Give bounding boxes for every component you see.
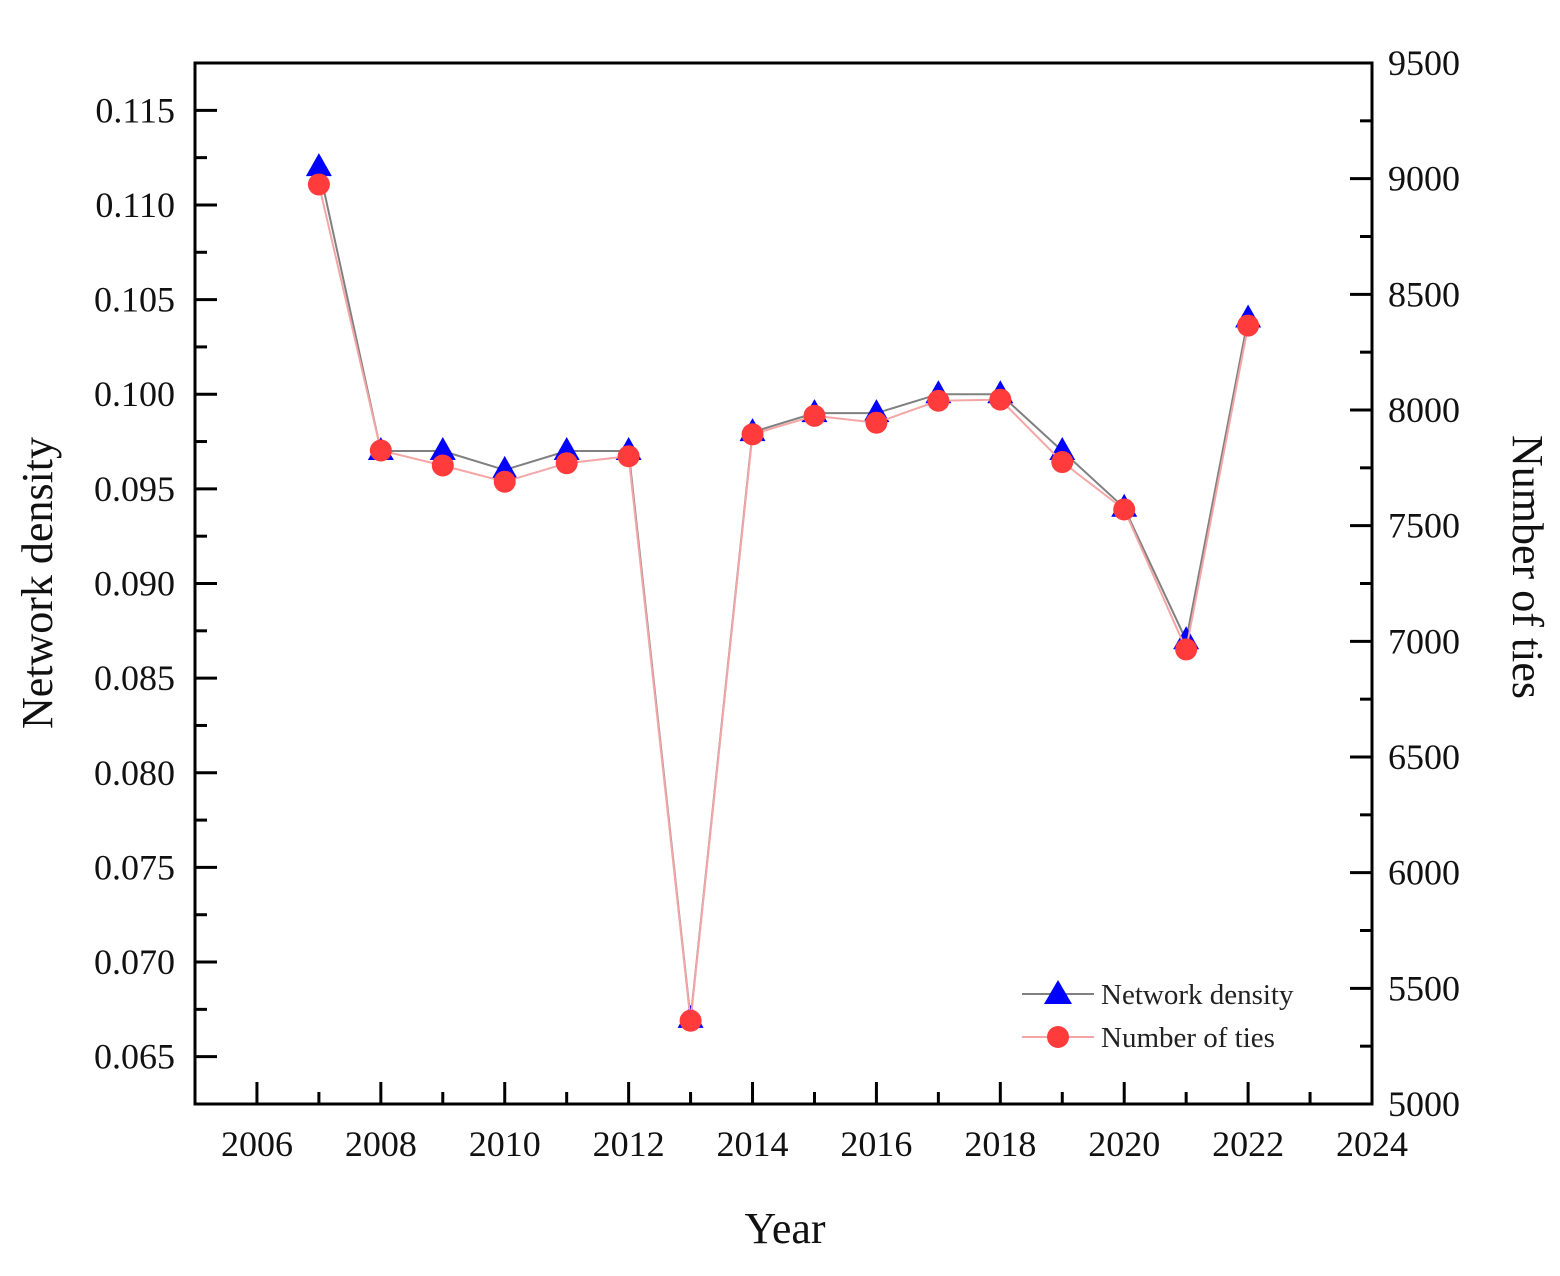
number-of-ties-point (1113, 498, 1136, 521)
y2-tick-label: 7500 (1388, 506, 1460, 546)
y-axis-left: 0.065 0.070 0.075 0.080 0.085 0.090 0.095 0.100… (94, 90, 217, 1106)
y-tick-label: 0.085 (94, 658, 175, 698)
number-of-ties-point (307, 173, 330, 196)
y-tick-label: 0.075 (94, 847, 175, 887)
network-density-point (553, 437, 580, 461)
legend-marker-circle-icon (1047, 1026, 1069, 1048)
number-of-ties-point (617, 445, 640, 468)
y-axis-right: 5000 5500 6000 6500 7000 7500 8000 8500 9000 9500 (1350, 43, 1460, 1124)
number-of-ties-point (1237, 314, 1260, 337)
legend-label-network-density: Network density (1101, 979, 1294, 1011)
number-of-ties-point (369, 439, 392, 462)
number-of-ties-point (803, 404, 826, 427)
x-tick-label: 2016 (840, 1124, 912, 1164)
number-of-ties-point (493, 470, 516, 493)
x-tick-label: 2008 (345, 1124, 417, 1164)
y-tick-label: 0.080 (94, 753, 175, 793)
y2-tick-label: 8000 (1388, 390, 1460, 430)
y-tick-label: 0.115 (95, 90, 175, 130)
x-axis: 2006 2008 2010 2012 2014 2016 2018 2020 2022 2024 (221, 1082, 1408, 1164)
number-of-ties-point (865, 411, 888, 434)
y2-tick-label: 5500 (1388, 968, 1460, 1008)
legend-marker-triangle-icon (1044, 980, 1072, 1004)
y2-tick-label: 9000 (1388, 159, 1460, 199)
number-of-ties-point (555, 452, 578, 475)
number-of-ties-point (679, 1009, 702, 1032)
number-of-ties-point (927, 389, 950, 412)
number-of-ties-point (989, 388, 1012, 411)
number-of-ties-point (431, 454, 454, 477)
y2-tick-label: 8500 (1388, 274, 1460, 314)
legend: Network density Number of ties (1022, 979, 1294, 1054)
number-of-ties-point (1175, 638, 1198, 661)
y-axis-title-right: Number of ties (1503, 435, 1552, 699)
y-tick-label: 0.100 (94, 374, 175, 414)
x-tick-label: 2012 (593, 1124, 665, 1164)
y2-tick-label: 7000 (1388, 621, 1460, 661)
x-tick-label: 2010 (469, 1124, 541, 1164)
y-axis-title-left: Network density (13, 437, 62, 729)
y-tick-label: 0.110 (95, 185, 175, 225)
x-tick-label: 2024 (1336, 1124, 1408, 1164)
series-line-0 (317, 166, 1250, 1019)
y2-tick-label: 6500 (1388, 737, 1460, 777)
x-axis-title: Year (744, 1204, 825, 1253)
network-density-point (429, 437, 456, 461)
y-tick-label: 0.090 (94, 564, 175, 604)
y-tick-label: 0.105 (94, 280, 175, 320)
network-density-point (305, 153, 332, 177)
x-tick-label: 2022 (1212, 1124, 1284, 1164)
y-tick-label: 0.070 (94, 942, 175, 982)
y2-tick-label: 9500 (1388, 43, 1460, 83)
y2-tick-label: 5000 (1388, 1084, 1460, 1124)
x-tick-label: 2006 (221, 1124, 293, 1164)
x-tick-label: 2014 (717, 1124, 789, 1164)
x-tick-label: 2018 (964, 1124, 1036, 1164)
series-line-1 (317, 184, 1250, 1021)
number-of-ties-point (741, 423, 764, 446)
plot-frame (193, 61, 1374, 1106)
series-layer (305, 153, 1262, 1032)
x-tick-label: 2020 (1088, 1124, 1160, 1164)
number-of-ties-point (1051, 451, 1074, 474)
y-tick-label: 0.065 (94, 1037, 175, 1077)
y2-tick-label: 6000 (1388, 853, 1460, 893)
legend-label-number-of-ties: Number of ties (1101, 1022, 1275, 1054)
y-tick-label: 0.095 (94, 469, 175, 509)
